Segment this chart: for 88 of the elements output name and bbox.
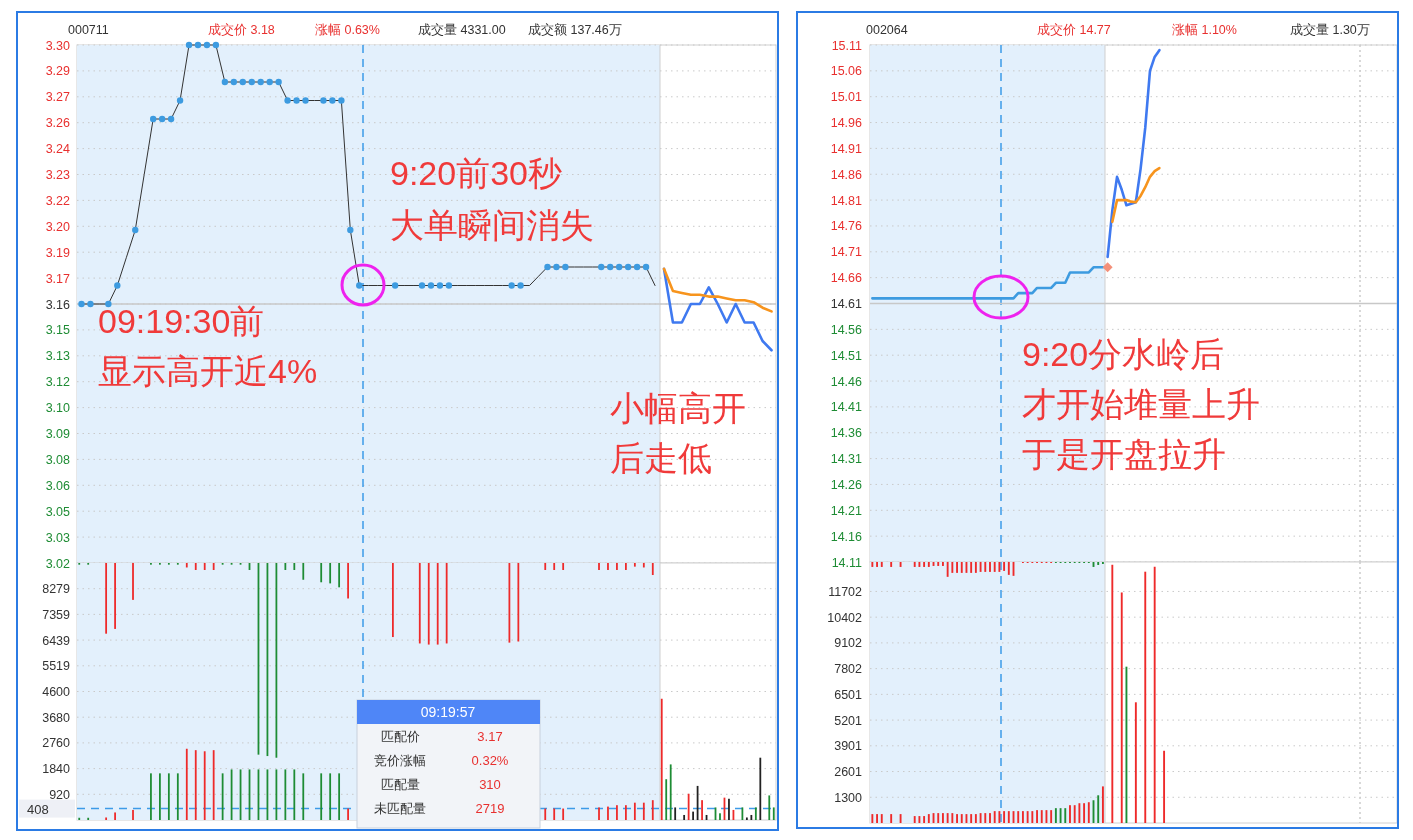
y-tick-label: 3.10: [45, 401, 71, 416]
y-tick-label: 3680: [42, 710, 71, 725]
annotation: 于是开盘拉升: [1022, 435, 1226, 473]
text: 涨幅 0.63%: [315, 23, 380, 37]
y-tick-label: 2760: [42, 736, 71, 751]
y-tick-label: 14.56: [830, 322, 863, 337]
y-tick-label: 14.61: [830, 297, 863, 311]
text: 成交量 4331.00: [418, 22, 506, 37]
annotation: 0.32%: [471, 753, 509, 768]
y-tick-label: 7359: [42, 607, 71, 622]
annotation: 09:19:30前: [98, 302, 265, 340]
y-tick-label: 4600: [42, 684, 71, 699]
annotation: 9:20分水岭后: [1022, 335, 1225, 373]
text: 成交量 1.30万: [1290, 22, 1370, 37]
y-tick-label: 14.76: [830, 219, 863, 234]
y-tick-label: 1300: [834, 790, 863, 805]
y-tick-label: 14.41: [830, 400, 863, 415]
y-tick-label: 3.29: [45, 64, 71, 79]
y-tick-label: 3.05: [45, 504, 71, 519]
text: 002064: [866, 23, 908, 37]
text: 涨幅 1.10%: [1172, 23, 1237, 37]
annotation: 竞价涨幅: [374, 753, 426, 768]
text: 成交额 137.46万: [528, 22, 622, 37]
y-tick-label: 8279: [42, 582, 71, 597]
y-tick-label: 3.22: [45, 193, 71, 208]
y-tick-label: 3.03: [45, 530, 71, 545]
y-tick-label: 14.11: [831, 555, 863, 570]
y-tick-label: 14.21: [830, 503, 863, 518]
ref-line-label: 408: [27, 801, 49, 817]
y-tick-label: 3.13: [45, 349, 71, 364]
text: 000711: [68, 23, 109, 37]
y-tick-label: 3.30: [45, 38, 71, 53]
y-tick-label: 14.46: [830, 374, 863, 389]
y-tick-label: 11702: [828, 584, 863, 599]
y-tick-label: 3.27: [45, 90, 71, 105]
annotation: 3.17: [477, 729, 503, 744]
y-tick-label: 15.11: [831, 38, 863, 53]
y-tick-label: 6439: [42, 633, 71, 648]
y-tick-label: 14.91: [830, 141, 863, 156]
y-tick-label: 14.51: [830, 348, 863, 363]
annotation: 显示高开近4%: [98, 352, 318, 390]
y-tick-label: 5519: [42, 659, 71, 674]
y-tick-label: 3.02: [45, 556, 71, 571]
y-tick-label: 15.06: [830, 64, 863, 79]
annotation: 大单瞬间消失: [390, 206, 594, 244]
y-tick-label: 14.16: [830, 529, 863, 544]
annotation: 310: [479, 777, 501, 792]
y-tick-label: 9102: [834, 636, 863, 651]
y-tick-label: 3.20: [45, 219, 71, 234]
y-tick-label: 14.86: [830, 167, 863, 182]
annotation: 后走低: [610, 439, 712, 477]
y-tick-label: 3.09: [45, 427, 71, 441]
text: 成交价 3.18: [208, 22, 275, 37]
y-tick-label: 3.08: [45, 452, 71, 467]
y-tick-label: 920: [49, 787, 71, 802]
y-tick-label: 3.26: [45, 116, 71, 131]
annotation: 小幅高开: [610, 389, 746, 427]
y-tick-label: 5201: [834, 713, 863, 728]
y-tick-label: 7802: [834, 662, 863, 677]
y-tick-label: 14.96: [830, 116, 863, 131]
y-tick-label: 14.66: [830, 271, 863, 286]
y-tick-label: 2601: [834, 765, 863, 780]
y-tick-label: 3.06: [45, 478, 71, 493]
annotation: 未匹配量: [374, 801, 426, 816]
y-tick-label: 14.31: [830, 452, 863, 467]
y-tick-label: 3901: [834, 739, 863, 754]
y-tick-label: 3.12: [45, 375, 71, 390]
y-tick-label: 3.19: [45, 245, 71, 260]
annotation: 09:19:57: [420, 704, 476, 720]
y-tick-label: 3.23: [45, 168, 71, 182]
y-tick-label: 14.36: [830, 426, 863, 441]
annotation: 2719: [475, 801, 505, 816]
y-tick-label: 10402: [827, 610, 863, 625]
y-tick-label: 1840: [42, 762, 71, 777]
y-tick-label: 3.24: [45, 142, 71, 157]
y-tick-label: 3.17: [45, 271, 71, 286]
y-tick-label: 6501: [834, 687, 863, 702]
annotation: 9:20前30秒: [390, 154, 562, 192]
y-tick-label: 14.71: [830, 245, 863, 260]
y-tick-label: 15.01: [830, 90, 863, 105]
annotation: 匹配量: [380, 777, 420, 792]
y-tick-label: 3.15: [45, 323, 71, 338]
y-tick-label: 14.81: [830, 193, 863, 208]
annotation: 才开始堆量上升: [1022, 385, 1260, 423]
text: 成交价 14.77: [1037, 22, 1111, 37]
y-tick-label: 14.26: [830, 477, 863, 492]
annotation: 匹配价: [380, 729, 420, 744]
y-tick-label: 3.16: [45, 297, 71, 312]
